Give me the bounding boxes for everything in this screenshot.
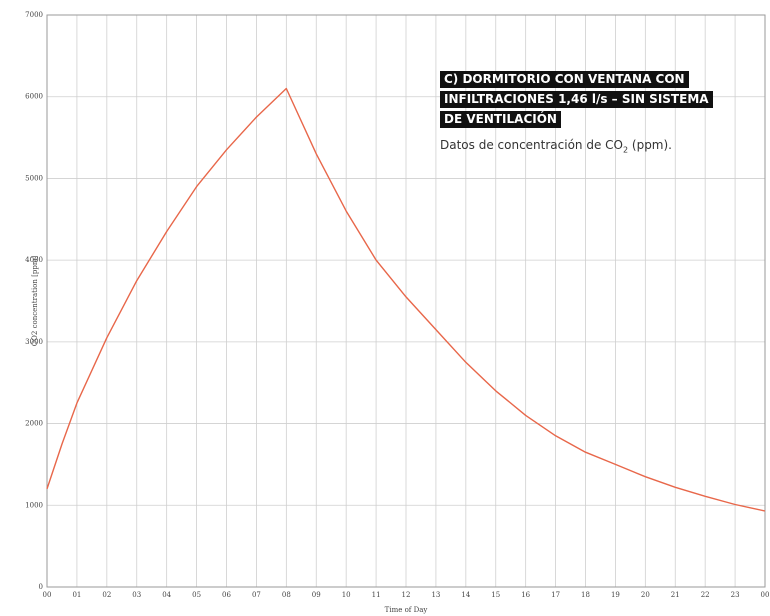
subtitle-subscript: 2	[622, 145, 629, 155]
co2-series-line	[46, 87, 766, 512]
y-tick-label: 1000	[25, 501, 43, 509]
x-tick-label: 20	[641, 591, 650, 599]
x-tick-label: 03	[132, 591, 141, 599]
x-tick-label: 02	[102, 591, 111, 599]
subtitle-unit: (ppm).	[628, 138, 672, 152]
y-axis-label: CO2 concentration [ppm]	[31, 256, 39, 347]
x-tick-label: 18	[581, 591, 590, 599]
x-tick-label: 08	[282, 591, 291, 599]
x-tick-label: 05	[192, 591, 201, 599]
x-tick-label: 09	[312, 591, 321, 599]
x-tick-label: 04	[162, 591, 171, 599]
chart-subtitle: Datos de concentración de CO2 (ppm).	[440, 138, 740, 154]
x-tick-label: 00	[43, 591, 52, 599]
y-tick-label: 2000	[25, 420, 43, 428]
chart-title: C) DORMITORIO CON VENTANA CON INFILTRACI…	[440, 70, 740, 130]
subtitle-text: Datos de concentración de CO	[440, 138, 623, 152]
x-axis-label: Time of Day	[385, 606, 428, 614]
chart-title-line-2: INFILTRACIONES 1,46 l/s – SIN SISTEMA	[440, 91, 713, 108]
x-tick-label: 21	[671, 591, 680, 599]
x-tick-label: 15	[491, 591, 500, 599]
x-tick-label: 12	[402, 591, 411, 599]
y-tick-label: 4000	[25, 256, 43, 264]
y-tick-label: 0	[39, 583, 43, 591]
x-tick-label: 23	[731, 591, 740, 599]
chart-annotation: C) DORMITORIO CON VENTANA CON INFILTRACI…	[440, 70, 740, 154]
x-tick-label: 07	[252, 591, 261, 599]
x-tick-label: 16	[521, 591, 530, 599]
y-tick-label: 7000	[25, 11, 43, 19]
x-tick-label: 22	[701, 591, 710, 599]
y-tick-label: 3000	[25, 338, 43, 346]
plot-frame	[46, 14, 766, 588]
y-tick-label: 5000	[25, 174, 43, 182]
x-tick-label: 00	[761, 591, 770, 599]
x-tick-label: 11	[372, 591, 381, 599]
chart-title-line-1: C) DORMITORIO CON VENTANA CON	[440, 71, 689, 88]
chart-title-line-3: DE VENTILACIÓN	[440, 111, 561, 128]
x-tick-label: 06	[222, 591, 231, 599]
x-tick-label: 17	[551, 591, 560, 599]
x-tick-label: 19	[611, 591, 620, 599]
x-tick-label: 14	[461, 591, 470, 599]
x-tick-label: 13	[431, 591, 440, 599]
x-tick-label: 01	[72, 591, 81, 599]
x-tick-label: 10	[342, 591, 351, 599]
y-tick-label: 6000	[25, 93, 43, 101]
